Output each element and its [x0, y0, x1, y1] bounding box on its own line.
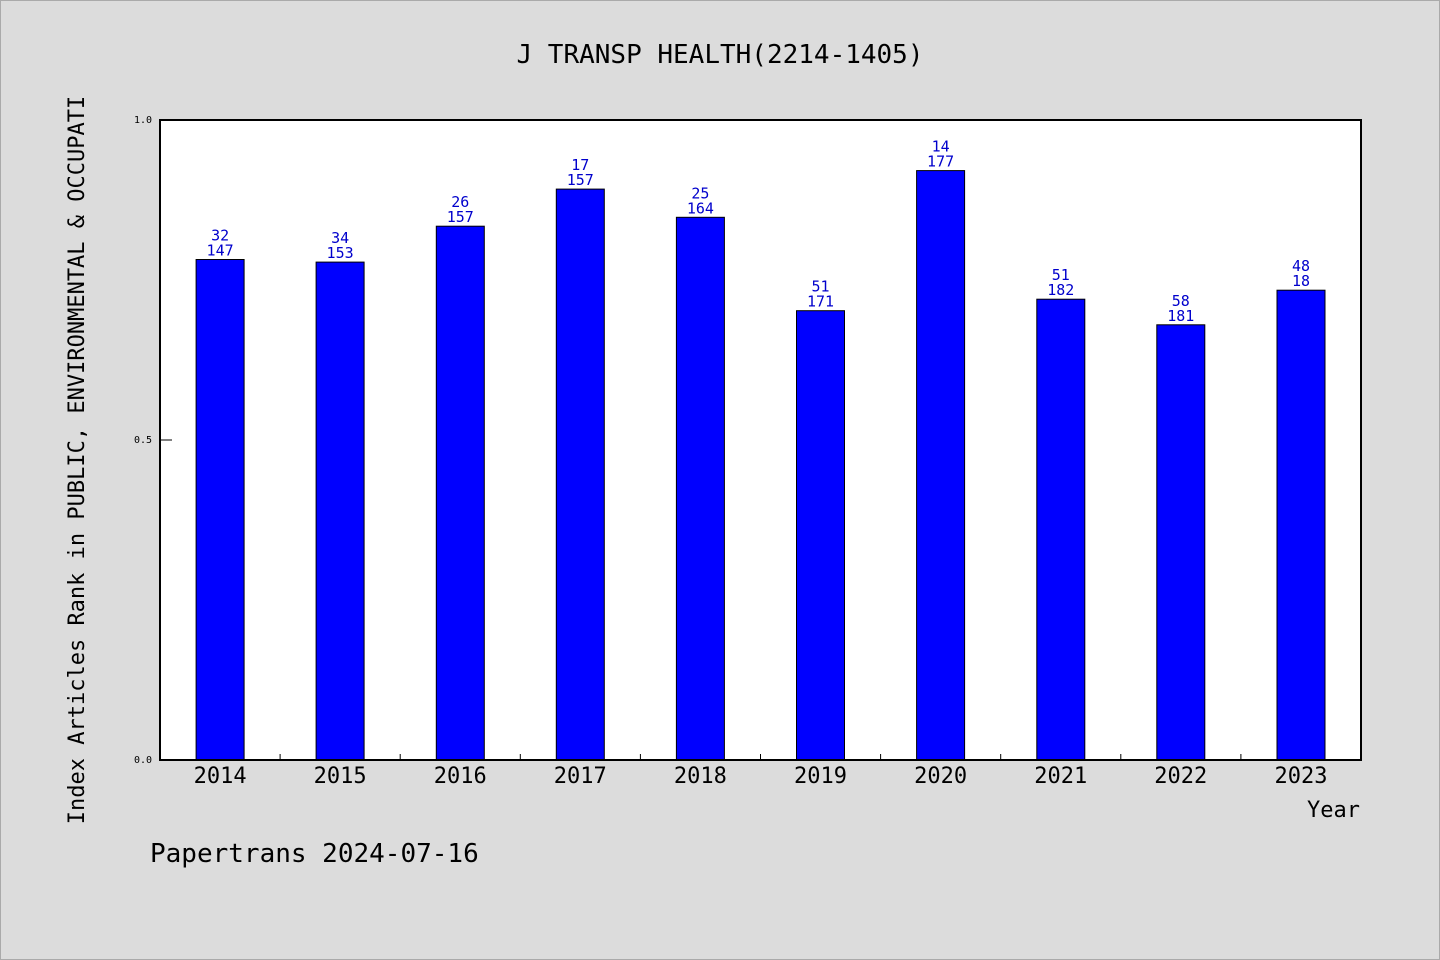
y-tick-label: 1.0 — [134, 115, 152, 126]
x-tick-label-2022: 2022 — [1154, 764, 1207, 789]
bar-label-bottom-2020: 177 — [927, 153, 954, 171]
bar-label-top-2016: 26 — [451, 193, 469, 211]
bar-label-bottom-2014: 147 — [207, 242, 234, 260]
bar-2022 — [1156, 324, 1206, 761]
bars-group — [195, 170, 1326, 761]
x-tick-label-2017: 2017 — [554, 764, 607, 789]
bar-label-bottom-2022: 181 — [1167, 307, 1194, 325]
bar-2020 — [916, 170, 966, 761]
bar-2017 — [555, 188, 605, 761]
bar-labels-group: 3214734153261571715725164511711417751182… — [207, 138, 1310, 325]
bar-label-top-2021: 51 — [1052, 266, 1070, 284]
y-axis-label: Index Articles Rank in PUBLIC, ENVIRONME… — [65, 96, 90, 824]
x-tick-label-2018: 2018 — [674, 764, 727, 789]
bar-2019 — [796, 310, 845, 761]
bar-label-top-2015: 34 — [331, 229, 349, 247]
bar-label-bottom-2023: 18 — [1292, 272, 1310, 290]
bar-2021 — [1036, 298, 1086, 761]
bar-label-bottom-2019: 171 — [807, 293, 834, 311]
x-tick-label-2016: 2016 — [434, 764, 487, 789]
bar-label-bottom-2018: 164 — [687, 199, 714, 217]
x-tick-label-2014: 2014 — [194, 764, 247, 789]
bar-label-bottom-2021: 182 — [1047, 281, 1074, 299]
bar-2023 — [1276, 289, 1326, 761]
bar-label-top-2018: 25 — [691, 184, 709, 202]
x-axis-ticks: 2014 2015 2016 2017 2018 2019 2020 2021 2022 2023 — [194, 754, 1328, 789]
bar-label-top-2019: 51 — [811, 278, 829, 296]
bar-label-top-2017: 17 — [571, 156, 589, 174]
chart-title: J TRANSP HEALTH(2214-1405) — [517, 40, 924, 70]
bar-label-bottom-2016: 157 — [447, 208, 474, 226]
bar-label-top-2022: 58 — [1172, 292, 1190, 310]
bar-2014 — [195, 259, 245, 761]
x-tick-label-2015: 2015 — [314, 764, 367, 789]
x-tick-label-2019: 2019 — [794, 764, 847, 789]
bar-2018 — [675, 216, 725, 761]
bar-2016 — [435, 225, 485, 761]
y-axis-ticks: 0.0 0.5 1.0 — [134, 115, 172, 766]
bar-label-bottom-2015: 153 — [327, 244, 354, 262]
footer-text: Papertrans 2024-07-16 — [150, 839, 479, 869]
bar-label-top-2023: 48 — [1292, 257, 1310, 275]
bar-label-top-2020: 14 — [932, 138, 950, 156]
y-tick-label: 0.5 — [134, 435, 152, 446]
x-tick-label-2021: 2021 — [1034, 764, 1087, 789]
bar-2015 — [315, 261, 365, 761]
x-tick-label-2023: 2023 — [1275, 764, 1328, 789]
y-tick-label: 0.0 — [134, 755, 152, 766]
bar-label-bottom-2017: 157 — [567, 171, 594, 189]
x-axis-label: Year — [1307, 798, 1360, 823]
x-tick-label-2020: 2020 — [914, 764, 967, 789]
bar-label-top-2014: 32 — [211, 227, 229, 245]
